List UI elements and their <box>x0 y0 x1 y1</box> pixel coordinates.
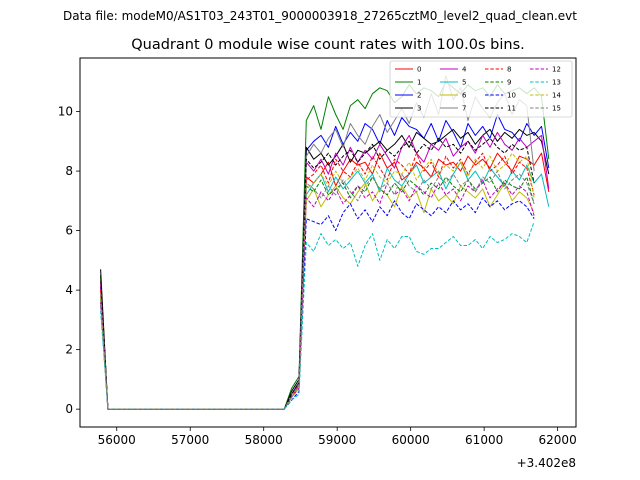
plot-lines <box>100 75 550 410</box>
chart-title: Quadrant 0 module wise count rates with … <box>131 37 525 53</box>
x-tick-label: 57000 <box>171 433 209 447</box>
legend-label: 13 <box>552 79 561 87</box>
legend-label: 9 <box>507 79 511 87</box>
legend-label: 10 <box>507 92 516 100</box>
legend-label: 0 <box>417 66 421 74</box>
legend-label: 6 <box>462 92 467 100</box>
x-tick-label: 62000 <box>539 433 577 447</box>
chart-suptitle: Data file: modeM0/AS1T03_243T01_90000039… <box>63 9 577 23</box>
y-tick-label: 4 <box>65 283 73 297</box>
legend-label: 14 <box>552 92 561 100</box>
legend-label: 5 <box>462 79 466 87</box>
plot-frame <box>79 57 577 428</box>
y-axis: 0 2 4 6 8 10 <box>58 105 80 416</box>
series-line-10 <box>100 197 535 410</box>
x-tick-label: 56000 <box>98 433 136 447</box>
legend-label: 15 <box>552 105 561 113</box>
series-line-12 <box>100 179 535 410</box>
legend-label: 7 <box>462 105 466 113</box>
x-tick-label: 61000 <box>465 433 503 447</box>
x-tick-label: 58000 <box>245 433 283 447</box>
x-axis: 56000 57000 58000 59000 60000 61000 62000 <box>98 427 577 447</box>
legend-label: 2 <box>417 92 421 100</box>
series-line-9 <box>100 176 535 410</box>
legend-label: 12 <box>552 66 561 74</box>
legend-label: 11 <box>507 105 516 113</box>
series-line-15 <box>100 170 535 410</box>
y-tick-label: 0 <box>65 402 73 416</box>
x-tick-label: 59000 <box>318 433 356 447</box>
y-tick-label: 8 <box>65 164 73 178</box>
series-line-3 <box>100 128 550 410</box>
legend-box <box>389 60 573 118</box>
legend-label: 3 <box>417 105 421 113</box>
series-line-1 <box>100 81 550 410</box>
legend-label: 8 <box>507 66 511 74</box>
y-tick-label: 2 <box>65 343 73 357</box>
x-tick-label: 60000 <box>392 433 430 447</box>
series-line-6 <box>100 182 535 410</box>
legend-label: 1 <box>417 79 421 87</box>
x-offset-label: +3.402e8 <box>517 456 576 470</box>
series-line-13 <box>100 221 535 410</box>
y-tick-label: 10 <box>58 105 73 119</box>
y-tick-label: 6 <box>65 224 73 238</box>
legend-label: 4 <box>462 66 467 74</box>
series-line-8 <box>100 152 535 410</box>
series-line-14 <box>100 152 535 410</box>
